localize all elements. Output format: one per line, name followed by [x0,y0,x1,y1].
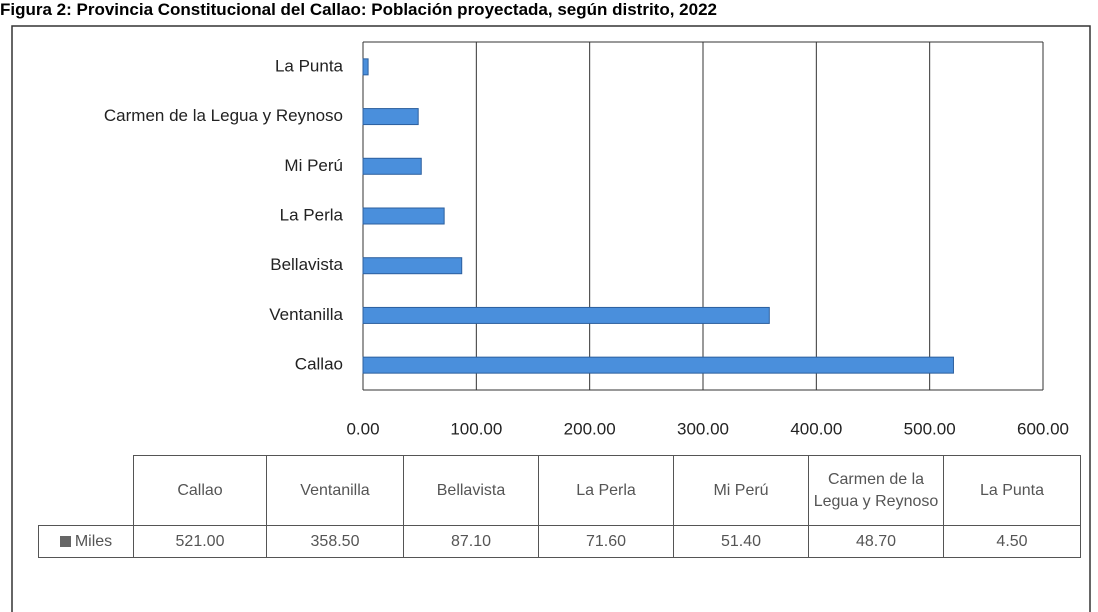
y-tick-label: La Perla [280,205,344,224]
table-header: Callao [133,455,267,526]
table-header: Bellavista [403,455,539,526]
chart-title: Figura 2: Provincia Constitucional del C… [0,0,717,19]
table-value: 358.50 [266,525,404,558]
bar [362,356,954,374]
bar [362,257,463,275]
x-tick-label: 600.00 [1017,419,1069,438]
bar [362,306,770,324]
y-tick-label: Mi Perú [284,156,343,175]
table-value: 71.60 [538,525,674,558]
y-tick-label: Callao [295,355,343,374]
table-value: 4.50 [943,525,1081,558]
y-tick-label: La Punta [275,56,344,75]
table-header: Ventanilla [266,455,404,526]
table-header: La Punta [943,455,1081,526]
table-value: 87.10 [403,525,539,558]
bar [362,58,369,76]
table-header: La Perla [538,455,674,526]
y-tick-label: Carmen de la Legua y Reynoso [104,106,343,125]
x-tick-label: 300.00 [677,419,729,438]
x-tick-label: 400.00 [790,419,842,438]
chart-frame [11,25,1091,612]
bar [362,108,419,126]
table-value: 521.00 [133,525,267,558]
legend-label: Miles [74,532,113,550]
bar [362,157,422,175]
x-tick-label: 100.00 [450,419,502,438]
table-header: Mi Perú [673,455,809,526]
y-tick-label: Bellavista [270,255,343,274]
table-header: Carmen de la Legua y Reynoso [808,455,944,526]
legend-cell: Miles [38,525,134,558]
table-value: 48.70 [808,525,944,558]
legend-key [59,536,71,547]
table-value: 51.40 [673,525,809,558]
x-tick-label: 500.00 [904,419,956,438]
y-tick-label: Ventanilla [269,305,343,324]
x-tick-label: 200.00 [564,419,616,438]
bar [362,207,445,225]
x-tick-label: 0.00 [346,419,379,438]
